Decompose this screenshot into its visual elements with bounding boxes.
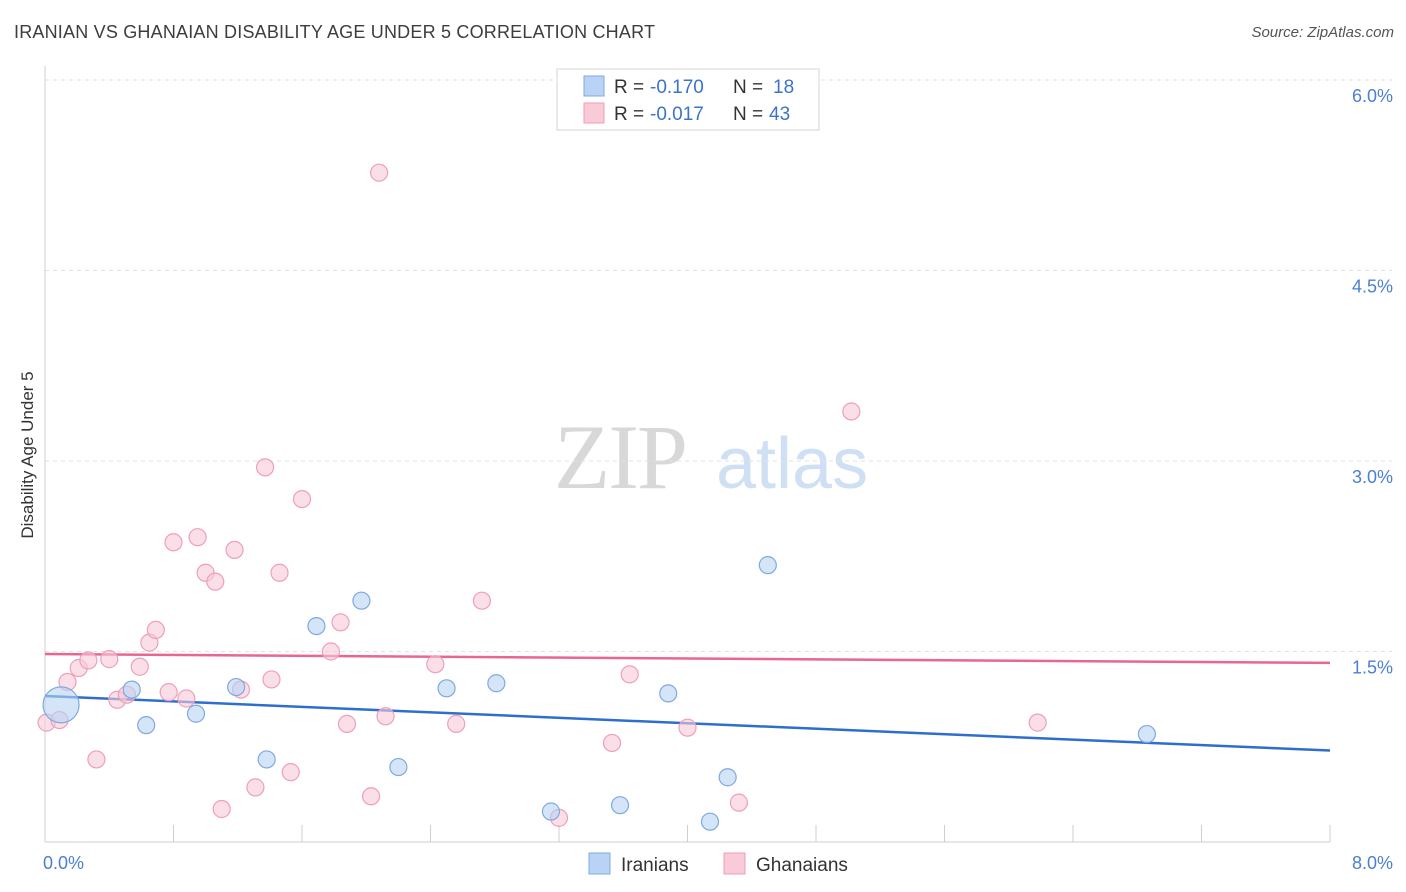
- legend-r-value-iranians: -0.170: [650, 77, 704, 98]
- point-ghanaians-4: [79, 651, 98, 670]
- point-ghanaians-12: [159, 683, 178, 702]
- y-tick-label-1: 3.0%: [1352, 467, 1393, 487]
- legend-swatch-iranians: [583, 75, 605, 97]
- point-ghanaians-39: [678, 718, 697, 737]
- y-tick-label-0: 1.5%: [1352, 658, 1393, 678]
- point-ghanaians-18: [212, 799, 231, 819]
- point-ghanaians-15: [188, 528, 207, 547]
- point-ghanaians-23: [262, 670, 281, 689]
- point-ghanaians-6: [100, 650, 119, 669]
- point-ghanaians-17: [206, 572, 225, 591]
- bottom-legend-swatch-iranians: [588, 852, 611, 875]
- point-ghanaians-31: [370, 163, 389, 182]
- watermark-zip: ZIP: [554, 406, 686, 508]
- legend-swatch-ghanaians: [583, 102, 605, 124]
- y-tick-label-2: 4.5%: [1352, 277, 1393, 297]
- point-ghanaians-14: [177, 689, 196, 708]
- point-ghanaians-38: [620, 665, 639, 684]
- point-iranians-13: [659, 684, 678, 703]
- bottom-legend-swatch-ghanaians: [723, 852, 746, 875]
- point-iranians-16: [758, 556, 777, 575]
- legend-n-label-ghanaians: N =: [733, 104, 763, 125]
- point-ghanaians-35: [472, 591, 491, 610]
- watermark-atlas: atlas: [716, 424, 868, 504]
- chart-title: IRANIAN VS GHANAIAN DISABILITY AGE UNDER…: [14, 22, 656, 42]
- point-iranians-8: [389, 757, 408, 777]
- point-ghanaians-24: [270, 563, 289, 582]
- point-iranians-5: [257, 750, 276, 769]
- legend-n-label-iranians: N =: [733, 77, 763, 98]
- point-ghanaians-28: [331, 613, 350, 632]
- bottom-legend: Iranians Ghanaians: [588, 852, 848, 876]
- point-iranians-2: [137, 716, 156, 735]
- point-ghanaians-13: [164, 533, 183, 552]
- legend-r-label-iranians: R =: [614, 77, 644, 98]
- point-ghanaians-42: [1028, 713, 1047, 732]
- point-iranians-9: [437, 679, 456, 698]
- legend: R = -0.170 N = 18 R = -0.017 N = 43: [556, 68, 820, 131]
- point-ghanaians-22: [255, 458, 275, 477]
- legend-n-value-ghanaians: 43: [769, 104, 790, 125]
- point-iranians-4: [227, 677, 246, 697]
- legend-r-value-ghanaians: -0.017: [650, 104, 704, 125]
- point-ghanaians-37: [602, 733, 622, 753]
- point-iranians-7: [352, 591, 371, 610]
- point-iranians-11: [541, 802, 561, 821]
- point-iranians-6: [307, 616, 326, 636]
- chart-source: Source: ZipAtlas.com: [1251, 24, 1394, 41]
- bottom-legend-ghanaians: Ghanaians: [756, 855, 848, 876]
- x-tick-label-1: 8.0%: [1352, 853, 1393, 873]
- point-ghanaians-33: [426, 655, 445, 674]
- legend-r-label-ghanaians: R =: [614, 104, 644, 125]
- point-ghanaians-25: [281, 763, 300, 782]
- point-ghanaians-26: [292, 490, 312, 509]
- y-tick-label-3: 6.0%: [1352, 86, 1393, 106]
- point-ghanaians-29: [337, 714, 357, 733]
- point-ghanaians-21: [246, 778, 265, 797]
- point-iranians-0: [42, 686, 80, 724]
- y-axis-label: Disability Age Under 5: [18, 371, 37, 538]
- legend-n-value-iranians: 18: [773, 77, 794, 98]
- point-ghanaians-27: [321, 642, 341, 661]
- point-iranians-14: [700, 812, 720, 831]
- trendline-ghanaians: [44, 652, 1331, 665]
- point-ghanaians-41: [842, 402, 861, 421]
- point-iranians-3: [186, 704, 206, 723]
- point-ghanaians-40: [729, 793, 749, 812]
- bottom-legend-iranians: Iranians: [621, 855, 689, 876]
- point-ghanaians-9: [130, 657, 149, 676]
- point-iranians-1: [122, 680, 141, 699]
- point-ghanaians-30: [361, 787, 381, 806]
- point-iranians-15: [718, 768, 737, 787]
- point-ghanaians-11: [146, 620, 165, 640]
- data-points: [37, 163, 1156, 831]
- point-ghanaians-34: [447, 714, 466, 733]
- point-ghanaians-19: [225, 540, 244, 560]
- point-ghanaians-5: [87, 750, 106, 769]
- x-tick-label-0: 0.0%: [43, 853, 84, 873]
- point-iranians-17: [1137, 724, 1156, 744]
- gridlines: [45, 79, 1392, 652]
- point-iranians-12: [610, 796, 630, 815]
- tick-labels: 1.5% 3.0% 4.5% 6.0% 0.0% 8.0%: [43, 86, 1393, 873]
- point-iranians-10: [487, 674, 506, 693]
- point-ghanaians-32: [376, 707, 395, 726]
